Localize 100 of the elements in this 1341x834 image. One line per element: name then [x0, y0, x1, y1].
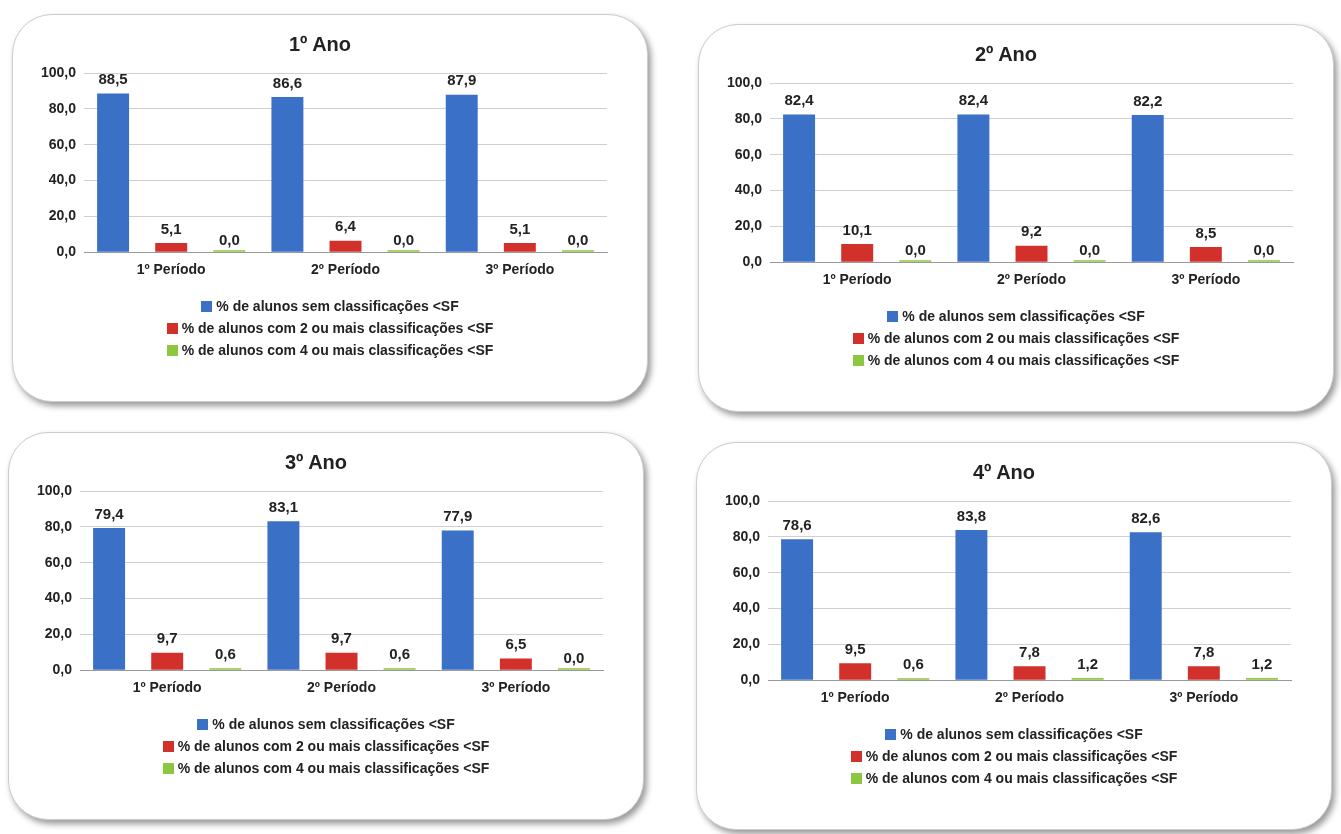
data-label: 77,9 [443, 507, 473, 525]
bar [97, 93, 130, 252]
chart-title: 3º Ano [284, 450, 348, 473]
data-label: 10,1 [842, 220, 872, 238]
y-tick-label: 0,0 [56, 243, 77, 260]
bar [155, 243, 188, 252]
data-label: 0,6 [902, 654, 924, 672]
data-label: 83,8 [956, 506, 987, 524]
data-label: 82,6 [1131, 508, 1161, 526]
y-tick-label: 20,0 [44, 625, 73, 642]
data-label: 82,4 [784, 91, 815, 109]
y-tick-label: 40,0 [44, 589, 73, 606]
data-label: 0,6 [214, 644, 236, 662]
y-tick-label: 80,0 [734, 109, 763, 126]
x-tick-label: 3º Período [1171, 271, 1241, 288]
y-tick-label: 0,0 [740, 671, 761, 688]
bar [93, 527, 126, 670]
y-tick-label: 60,0 [734, 145, 763, 162]
y-tick-label: 40,0 [734, 181, 763, 198]
legend-label: % de alunos com 4 ou mais classificações <SF [181, 342, 494, 358]
legend-label: % de alunos com 4 ou mais classificações <SF [867, 352, 1180, 368]
y-tick-label: 40,0 [48, 171, 77, 188]
data-label: 88,5 [98, 70, 128, 88]
x-tick-label: 3º Período [485, 261, 555, 278]
data-label: 0,0 [393, 230, 415, 248]
data-label: 9,7 [331, 629, 352, 647]
bar [1187, 666, 1220, 680]
y-tick-label: 40,0 [732, 599, 761, 616]
x-tick-label: 1º Período [820, 689, 890, 706]
y-tick-label: 0,0 [52, 661, 73, 678]
bar [267, 521, 300, 670]
bar [441, 530, 474, 670]
y-tick-label: 100,0 [726, 73, 763, 90]
data-label: 9,5 [844, 639, 866, 657]
data-label: 6,4 [335, 217, 357, 235]
bar [783, 114, 816, 262]
data-label: 0,0 [567, 230, 589, 248]
bar [1015, 245, 1048, 262]
y-tick-label: 100,0 [40, 63, 77, 80]
legend-label: % de alunos com 4 ou mais classificações <SF [177, 760, 490, 776]
x-tick-label: 3º Período [1169, 689, 1239, 706]
data-label: 82,2 [1133, 91, 1163, 109]
bar [499, 658, 532, 670]
data-label: 8,5 [1195, 223, 1217, 241]
x-tick-label: 1º Período [132, 679, 202, 696]
data-label: 0,0 [1079, 240, 1101, 258]
data-label: 0,0 [1253, 240, 1275, 258]
data-label: 87,9 [447, 71, 477, 89]
y-tick-label: 80,0 [732, 527, 761, 544]
data-label: 6,5 [505, 635, 527, 653]
bar [329, 240, 362, 252]
y-tick-label: 60,0 [732, 563, 761, 580]
bar [151, 652, 184, 670]
data-label: 82,4 [958, 91, 989, 109]
y-tick-label: 20,0 [732, 635, 761, 652]
legend-label: % de alunos com 2 ou mais classificações <SF [181, 320, 494, 336]
data-label: 5,1 [509, 219, 531, 237]
bar [271, 97, 304, 252]
x-tick-label: 2º Período [307, 679, 376, 696]
data-label: 0,0 [218, 230, 240, 248]
data-label: 78,6 [782, 515, 812, 533]
y-tick-label: 100,0 [36, 481, 73, 498]
chart-title: 2º Ano [974, 42, 1038, 65]
bar [1129, 532, 1162, 680]
y-tick-label: 0,0 [742, 253, 763, 270]
bar [841, 244, 874, 262]
chart-title: 4º Ano [972, 460, 1036, 483]
data-label: 5,1 [160, 219, 182, 237]
bar [957, 114, 990, 262]
bar [325, 652, 358, 670]
bar [503, 243, 536, 252]
legend-label: % de alunos sem classificações <SF [216, 298, 459, 314]
bar [839, 663, 872, 680]
x-tick-label: 1º Período [822, 271, 892, 288]
chart-title: 1º Ano [288, 32, 352, 55]
data-label: 1,2 [1251, 654, 1273, 672]
legend-label: % de alunos sem classificações <SF [212, 716, 455, 732]
y-tick-label: 100,0 [724, 491, 761, 508]
bar [1189, 246, 1222, 262]
legend-label: % de alunos com 2 ou mais classificações <SF [177, 738, 490, 754]
legend-label: % de alunos com 4 ou mais classificações <SF [865, 770, 1178, 786]
bar [781, 539, 814, 680]
data-label: 86,6 [272, 73, 303, 91]
bar [955, 530, 988, 680]
data-label: 7,8 [1193, 642, 1215, 660]
data-label: 79,4 [94, 504, 125, 522]
x-tick-label: 2º Período [995, 689, 1064, 706]
y-tick-label: 60,0 [44, 553, 73, 570]
data-label: 0,6 [389, 644, 411, 662]
x-tick-label: 2º Período [997, 271, 1066, 288]
x-tick-label: 1º Período [136, 261, 206, 278]
y-tick-label: 60,0 [48, 135, 77, 152]
data-label: 7,8 [1019, 642, 1040, 660]
legend-label: % de alunos com 2 ou mais classificações <SF [867, 330, 1180, 346]
y-tick-label: 20,0 [734, 217, 763, 234]
bar [1013, 666, 1046, 680]
data-label: 9,2 [1021, 222, 1042, 240]
data-label: 9,7 [156, 629, 178, 647]
y-tick-label: 80,0 [48, 99, 77, 116]
x-tick-label: 3º Período [481, 679, 551, 696]
